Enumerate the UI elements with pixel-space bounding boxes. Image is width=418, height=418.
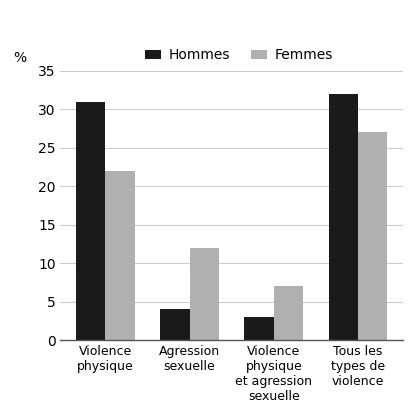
Bar <box>76 102 105 340</box>
Bar <box>105 171 135 340</box>
Y-axis label: %: % <box>13 51 26 65</box>
Bar <box>329 94 358 340</box>
Bar <box>245 317 274 340</box>
Legend: Hommes, Femmes: Hommes, Femmes <box>139 43 338 68</box>
Bar <box>160 309 190 340</box>
Bar <box>358 133 387 340</box>
Bar <box>274 286 303 340</box>
Bar <box>190 248 219 340</box>
